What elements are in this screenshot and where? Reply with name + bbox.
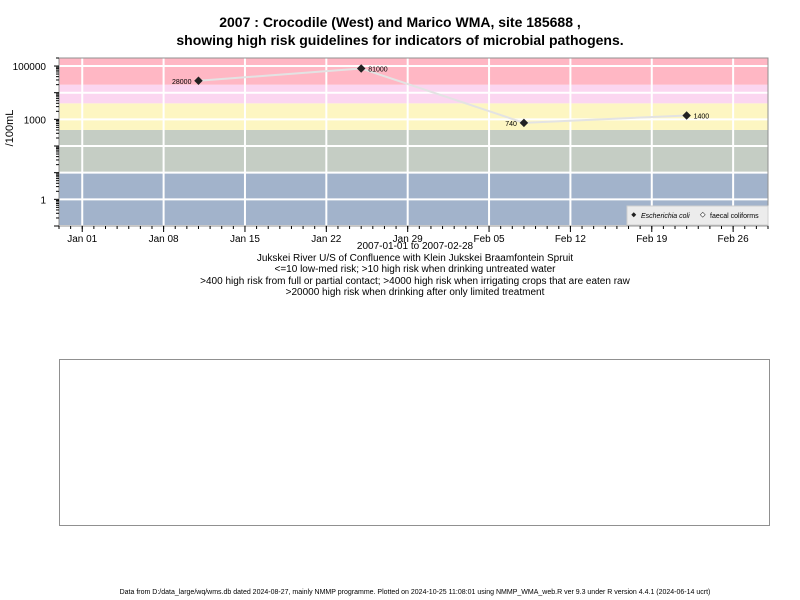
x-tick-label: Feb 19	[636, 234, 668, 245]
legend-label-ecoli: Escherichia coli	[641, 213, 690, 220]
plot-border	[58, 57, 769, 227]
data-label: 1400	[694, 113, 710, 120]
data-point	[682, 111, 691, 120]
series-lines	[198, 67, 687, 124]
legend-box	[626, 205, 769, 226]
x-tick-label: Jan 08	[149, 234, 179, 245]
x-axis: Jan 01 Jan 08 Jan 15 Jan 22 Jan 29 Feb 05 Feb …	[58, 226, 769, 245]
guideline-text-1: <=10 low-med risk; >10 high risk when dr…	[274, 264, 556, 275]
empty-plot-panel	[59, 359, 770, 526]
series-line-0	[198, 67, 687, 124]
guideline-text-3: >20000 high risk when drinking after onl…	[285, 287, 545, 298]
data-label: 740	[505, 121, 517, 128]
risk-band-4	[59, 58, 768, 85]
y-axis: 1 1000 100000	[13, 57, 59, 227]
chart-title-line-2: showing high risk guidelines for indicat…	[176, 32, 624, 48]
x-tick-label: Jan 29	[393, 234, 423, 245]
x-tick-label: Jan 22	[311, 234, 341, 245]
legend-marker-faecal	[699, 211, 706, 218]
legend-label-faecal: faecal coliforms	[710, 213, 759, 220]
risk-band-1	[59, 129, 768, 173]
y-tick-label: 1	[40, 195, 46, 206]
x-tick-label: Feb 05	[473, 234, 505, 245]
risk-band-3	[59, 84, 768, 104]
risk-bands	[59, 58, 768, 226]
guideline-text-2: >400 high risk from full or partial cont…	[200, 276, 630, 287]
series-points: 28000 81000 740 1400	[172, 64, 710, 128]
y-axis-label: /100mL	[4, 110, 16, 147]
data-point	[356, 64, 366, 73]
legend-marker-ecoli	[631, 212, 637, 218]
data-label: 28000	[172, 79, 192, 86]
data-label: 81000	[368, 66, 388, 73]
x-tick-label: Jan 01	[67, 234, 97, 245]
x-tick-label: Feb 26	[718, 234, 750, 245]
x-tick-label: Feb 12	[555, 234, 587, 245]
legend: Escherichia coli faecal coliforms	[626, 205, 769, 226]
y-tick-label: 100000	[13, 62, 47, 73]
site-description-text: Jukskei River U/S of Confluence with Kle…	[256, 253, 574, 264]
data-point	[519, 118, 529, 128]
date-range-text: 2007-01-01 to 2007-02-28	[356, 241, 474, 252]
data-point	[194, 76, 203, 86]
y-tick-label: 1000	[24, 115, 47, 126]
chart-title-line-1: 2007 : Crocodile (West) and Marico WMA, …	[219, 14, 581, 30]
footer-note: Data from D:/data_large/wq/wms.db dated …	[119, 589, 711, 596]
x-tick-label: Jan 15	[230, 234, 260, 245]
